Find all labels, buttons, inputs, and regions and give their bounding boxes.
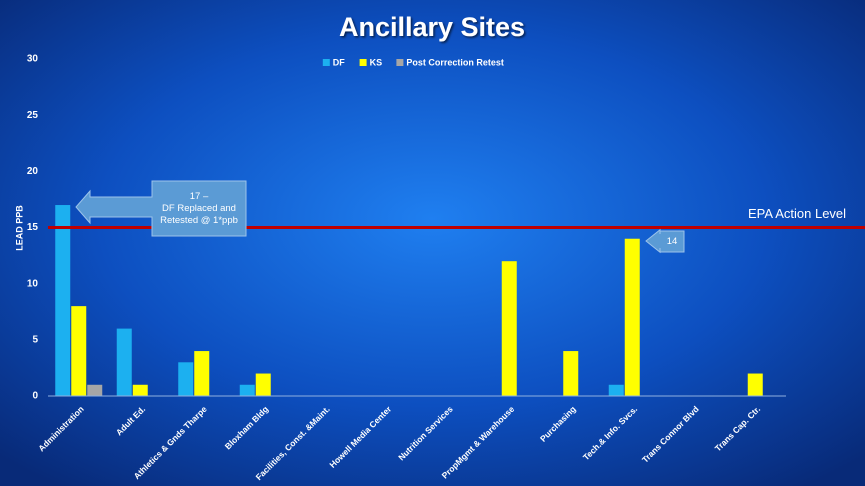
bar xyxy=(501,261,517,396)
bar xyxy=(116,328,132,396)
bar xyxy=(71,306,87,396)
y-tick-label: 20 xyxy=(27,166,39,177)
bar xyxy=(55,205,71,396)
y-tick-label: 5 xyxy=(32,334,38,345)
legend-label: DF xyxy=(333,57,345,67)
bar xyxy=(194,351,210,396)
callout-text: 17 – xyxy=(190,191,209,202)
legend-swatch xyxy=(396,59,404,66)
reference-label: EPA Action Level xyxy=(748,206,846,221)
callout-shape xyxy=(75,180,247,237)
y-axis-label: LEAD PPB xyxy=(14,205,24,251)
callout-text: DF Replaced and xyxy=(162,203,236,214)
y-tick-label: 0 xyxy=(32,391,38,402)
bar xyxy=(178,362,194,396)
legend-label: KS xyxy=(370,57,383,67)
y-tick-label: 30 xyxy=(27,54,39,65)
bar xyxy=(87,384,103,396)
bar xyxy=(563,351,579,396)
legend-label: Post Correction Retest xyxy=(406,57,504,67)
bar xyxy=(132,384,148,396)
callout-shape xyxy=(645,228,685,254)
bar xyxy=(624,238,640,396)
chart-title: Ancillary Sites xyxy=(339,12,525,42)
y-tick-label: 15 xyxy=(27,222,39,233)
callout-text: Retested @ 1*ppb xyxy=(160,215,238,226)
bar xyxy=(608,384,624,396)
legend-swatch xyxy=(322,59,330,66)
callout-text: 14 xyxy=(667,236,678,247)
legend-swatch xyxy=(359,59,367,66)
y-tick-label: 10 xyxy=(27,278,39,289)
y-tick-label: 25 xyxy=(27,110,39,121)
callout: 14 xyxy=(645,228,685,254)
bar xyxy=(255,373,271,396)
bar xyxy=(747,373,763,396)
bar xyxy=(239,384,255,396)
